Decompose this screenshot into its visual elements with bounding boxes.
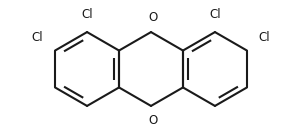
Text: O: O bbox=[148, 11, 157, 24]
Text: Cl: Cl bbox=[209, 8, 221, 21]
Text: O: O bbox=[148, 114, 157, 127]
Text: Cl: Cl bbox=[81, 8, 93, 21]
Text: Cl: Cl bbox=[32, 31, 43, 44]
Text: Cl: Cl bbox=[259, 31, 270, 44]
